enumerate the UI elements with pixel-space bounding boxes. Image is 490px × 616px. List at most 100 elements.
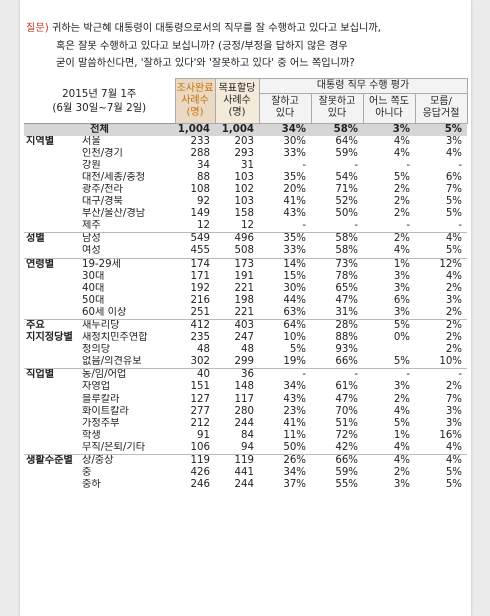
sample-size-cell: 277 <box>190 405 210 417</box>
neither-cell: 0% <box>393 332 410 344</box>
dont-know-cell: 5% <box>445 479 462 491</box>
dont-know-cell: 2% <box>445 344 462 356</box>
row-label: 50대 <box>82 294 105 306</box>
row-label: 가정주부 <box>82 417 120 429</box>
sample-size-cell: 171 <box>190 270 210 282</box>
row-label: 남성 <box>80 232 175 246</box>
table-row: 강원 34 31 - - - - <box>24 160 467 172</box>
group-label: 연령별 <box>24 257 80 320</box>
target-size-cell: 48 <box>241 344 254 356</box>
sample-size-cell: 119 <box>175 454 215 468</box>
target-size-cell: 244 <box>234 417 254 429</box>
table-row: 가정주부 212 244 41% 51% 5% 3% <box>24 418 467 430</box>
total-sample: 1,004 <box>175 123 215 136</box>
bad-cell: 31% <box>335 306 358 318</box>
sample-size-cell: 233 <box>190 135 210 147</box>
good-cell: - <box>302 159 306 171</box>
neither-cell: 5% <box>393 171 410 183</box>
bad-cell: 66% <box>335 356 358 368</box>
table-row: 제주 12 12 - - - - <box>24 220 467 233</box>
question-text-1: 귀하는 박근혜 대통령이 대통령으로서의 직무를 잘 수행하고 있다고 보십니까… <box>48 23 382 34</box>
target-size-cell: 31 <box>241 159 254 171</box>
table-row: 정의당 48 48 5% 93% 2% <box>24 344 467 356</box>
neither-cell: 4% <box>393 147 410 159</box>
dont-know-cell: 10% <box>439 356 462 368</box>
target-size-cell: 12 <box>241 220 254 232</box>
dont-know-cell: 3% <box>445 294 462 306</box>
good-cell: 19% <box>283 356 306 368</box>
row-label: 40대 <box>82 282 105 294</box>
neither-column-header: 어느 쪽도 아니다 <box>362 93 416 124</box>
row-label: 상/중상 <box>80 454 175 468</box>
bad-cell: 61% <box>335 381 358 393</box>
good-cell: 5% <box>289 344 306 356</box>
bad-column-header: 잘못하고 있다 <box>310 93 364 124</box>
table-row: 주요 지지정당별 새누리당 412 403 64% 28% 5% 2% <box>24 318 467 369</box>
dont-know-cell: 3% <box>445 417 462 429</box>
table-row: 없음/의견유보 302 299 19% 66% 5% 10% <box>24 356 467 369</box>
good-cell: 44% <box>283 294 306 306</box>
row-label: 광주/전라 <box>82 183 123 195</box>
bad-cell: 59% <box>335 147 358 159</box>
neither-cell: 3% <box>393 479 410 491</box>
row-label: 자영업 <box>82 381 111 393</box>
bad-cell: 55% <box>335 479 358 491</box>
bad-cell: 71% <box>335 183 358 195</box>
row-label: 서울 <box>82 135 101 147</box>
neither-cell: 3% <box>393 282 410 294</box>
sample-size-header: 조사완료 사례수 (명) <box>174 78 216 124</box>
neither-cell: 1% <box>393 429 410 441</box>
total-label: 전체 <box>24 123 175 136</box>
target-size-cell: 198 <box>234 294 254 306</box>
good-cell: 35% <box>259 232 311 246</box>
bad-cell: 51% <box>335 417 358 429</box>
good-cell: 14% <box>259 257 311 271</box>
good-cell: 33% <box>283 245 306 257</box>
neither-cell: 2% <box>393 208 410 220</box>
total-neither: 3% <box>363 123 415 136</box>
sample-size-cell: 88 <box>197 171 210 183</box>
dont-know-cell: 4% <box>415 232 467 246</box>
sample-size-cell: 412 <box>175 319 215 333</box>
row-label: 인천/경기 <box>82 147 123 159</box>
neither-cell: 5% <box>393 417 410 429</box>
good-cell: 30% <box>283 135 306 147</box>
good-cell: 41% <box>283 196 306 208</box>
row-label: 농/임/어업 <box>80 368 175 382</box>
target-size-cell: 403 <box>215 319 259 333</box>
neither-cell: - <box>363 368 415 382</box>
target-size-cell: 496 <box>215 232 259 246</box>
good-cell: - <box>302 220 306 232</box>
good-cell: 64% <box>259 319 311 333</box>
target-size-cell: 173 <box>215 257 259 271</box>
header-row-2: 잘하고 있다 잘못하고 있다 어느 쪽도 아니다 모름/응답거절 <box>24 93 468 124</box>
group-label: 직업별 <box>24 368 80 455</box>
dont-know-cell: 16% <box>439 429 462 441</box>
neither-cell <box>363 344 415 356</box>
table-row: 생활수준별 상/중상 119 119 26% 66% 4% 4% <box>24 454 467 492</box>
group-label: 성별 <box>24 232 80 259</box>
table-row: 50대 216 198 44% 47% 6% 3% <box>24 295 467 307</box>
good-cell: 35% <box>283 171 306 183</box>
row-label: 19-29세 <box>80 257 175 271</box>
good-cell: 43% <box>283 393 306 405</box>
table-row: 성별 남성 549 496 35% 58% 2% 4% <box>24 232 467 259</box>
sample-size-cell: 549 <box>175 232 215 246</box>
table-row: 직업별 농/임/어업 40 36- - - - <box>24 368 467 455</box>
neither-cell: 4% <box>393 441 410 453</box>
total-dont-know: 5% <box>415 123 467 136</box>
target-size-cell: 191 <box>234 270 254 282</box>
dont-know-cell: 2% <box>445 306 462 318</box>
bad-cell: - <box>311 368 363 382</box>
sample-size-cell: 455 <box>190 245 210 257</box>
dont-know-cell: 4% <box>445 147 462 159</box>
dont-know-cell: 2% <box>445 381 462 393</box>
row-label: 중 <box>82 467 92 479</box>
neither-cell: 3% <box>393 381 410 393</box>
dont-know-cell: 4% <box>445 270 462 282</box>
table-row: 40대 192 221 30% 65% 3% 2% <box>24 283 467 295</box>
sample-size-cell: 216 <box>190 294 210 306</box>
bad-cell: 54% <box>335 171 358 183</box>
total-row: 전체 1,004 1,004 34% 58% 3% 5% <box>24 123 467 136</box>
group-label: 지역별 <box>26 135 55 147</box>
